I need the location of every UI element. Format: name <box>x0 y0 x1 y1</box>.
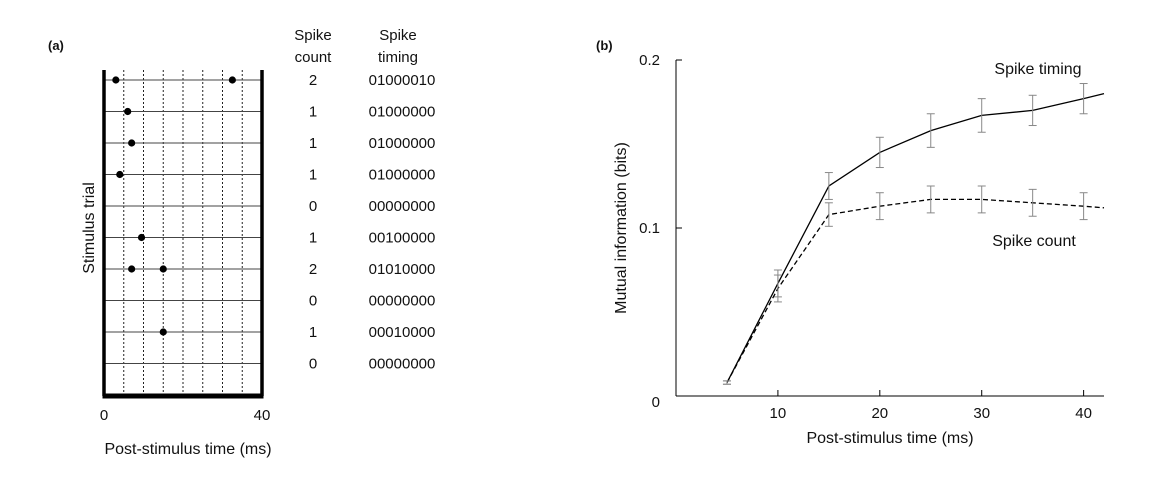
spike-dot <box>137 233 146 242</box>
raster-panel: (a) 2 01000010 1 01000000 1 01000000 1 01000000… <box>0 0 560 477</box>
spike-timing-header-line2: timing <box>378 49 418 66</box>
x-tick-label: 10 <box>770 405 787 422</box>
x-tick-label: 20 <box>871 405 888 422</box>
spike-count-line <box>726 198 1105 383</box>
y-tick-label: 0 <box>652 394 660 411</box>
spike-count-value: 0 <box>309 198 317 215</box>
spike-timing-value: 00000000 <box>369 356 436 373</box>
panel-a-label: (a) <box>48 38 64 53</box>
spike-dot <box>116 170 124 179</box>
panel-b-label: (b) <box>596 38 613 53</box>
spike-timing-value: 00000000 <box>369 198 436 215</box>
mutual-information-plot: 0 0.1 0.2 10 20 30 40 Spike timing Spike count Po… <box>613 52 1105 447</box>
spike-count-value: 1 <box>309 135 317 152</box>
spike-count-value: 1 <box>309 104 317 121</box>
x-axis-label: Post-stimulus time (ms) <box>104 441 271 458</box>
spike-timing-value: 01000000 <box>369 135 436 152</box>
spike-timing-annotation: Spike timing <box>994 61 1081 78</box>
x-tick-label: 40 <box>1075 405 1092 422</box>
y-tick-label: 0.2 <box>639 52 660 69</box>
spike-dot <box>159 328 167 336</box>
spike-count-value: 2 <box>309 72 317 89</box>
spike-timing-value: 01010000 <box>369 261 436 278</box>
spike-count-value: 1 <box>309 324 317 341</box>
x-axis-label: Post-stimulus time (ms) <box>806 430 973 447</box>
spike-dot <box>159 265 167 273</box>
spike-count-value: 1 <box>309 230 317 247</box>
y-axis-label: Stimulus trial <box>81 182 98 274</box>
spike-dot <box>128 139 136 147</box>
spike-count-annotation: Spike count <box>992 233 1076 250</box>
spike-dot <box>228 76 236 84</box>
line-panel: (b) 0 0.1 0.2 10 20 30 40 Spike timing Spike cou… <box>560 0 1176 477</box>
spike-timing-value: 00100000 <box>369 230 436 247</box>
spike-count-value: 0 <box>309 356 317 373</box>
spike-count-header-line2: count <box>295 49 333 66</box>
spike-count-header-line1: Spike <box>294 27 332 44</box>
spike-timing-value: 01000010 <box>369 72 436 89</box>
y-tick-label: 0.1 <box>639 220 660 237</box>
spike-count-value: 1 <box>309 167 317 184</box>
x-tick-label: 40 <box>254 407 271 424</box>
y-axis-label: Mutual information (bits) <box>613 142 630 314</box>
spike-timing-header-line1: Spike <box>379 27 417 44</box>
x-tick-label: 0 <box>100 407 108 424</box>
spike-count-value: 2 <box>309 261 317 278</box>
spike-timing-value: 00000000 <box>369 293 436 310</box>
spike-timing-value: 00010000 <box>369 324 436 341</box>
spike-timing-value: 01000000 <box>369 104 436 121</box>
spike-count-value: 0 <box>309 293 317 310</box>
spike-dot <box>128 265 136 273</box>
spike-timing-value: 01000000 <box>369 167 436 184</box>
spike-dot <box>112 76 120 84</box>
spike-dot <box>124 107 132 116</box>
x-tick-label: 30 <box>973 405 990 422</box>
